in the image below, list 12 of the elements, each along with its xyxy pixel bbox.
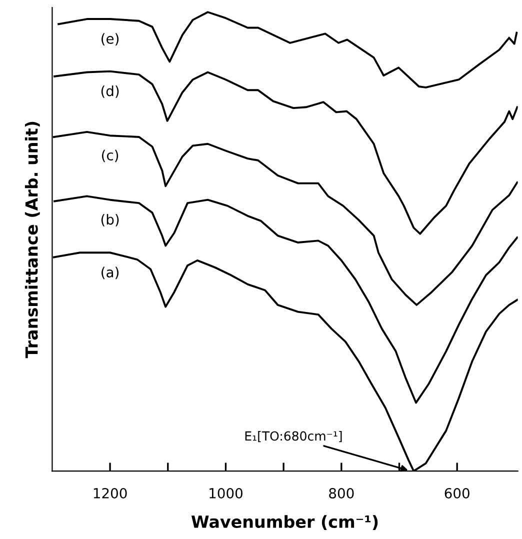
annotation: E₁[TO:680cm⁻¹]: [245, 431, 342, 442]
y-axis-title: Transmittance (Arb. unit): [24, 122, 40, 358]
series-label: (e): [102, 33, 119, 46]
series-label: (c): [102, 150, 118, 162]
series-label: (d): [101, 85, 119, 98]
x-axis-title: Wavenumber (cm⁻¹): [191, 515, 378, 530]
x-tick-label: 1000: [210, 488, 242, 499]
x-tick-label: 600: [444, 488, 470, 499]
x-tick-label: 800: [329, 488, 354, 499]
series-label: (a): [102, 266, 119, 280]
series-label: (b): [101, 214, 119, 226]
x-tick-label: 1200: [94, 488, 127, 499]
